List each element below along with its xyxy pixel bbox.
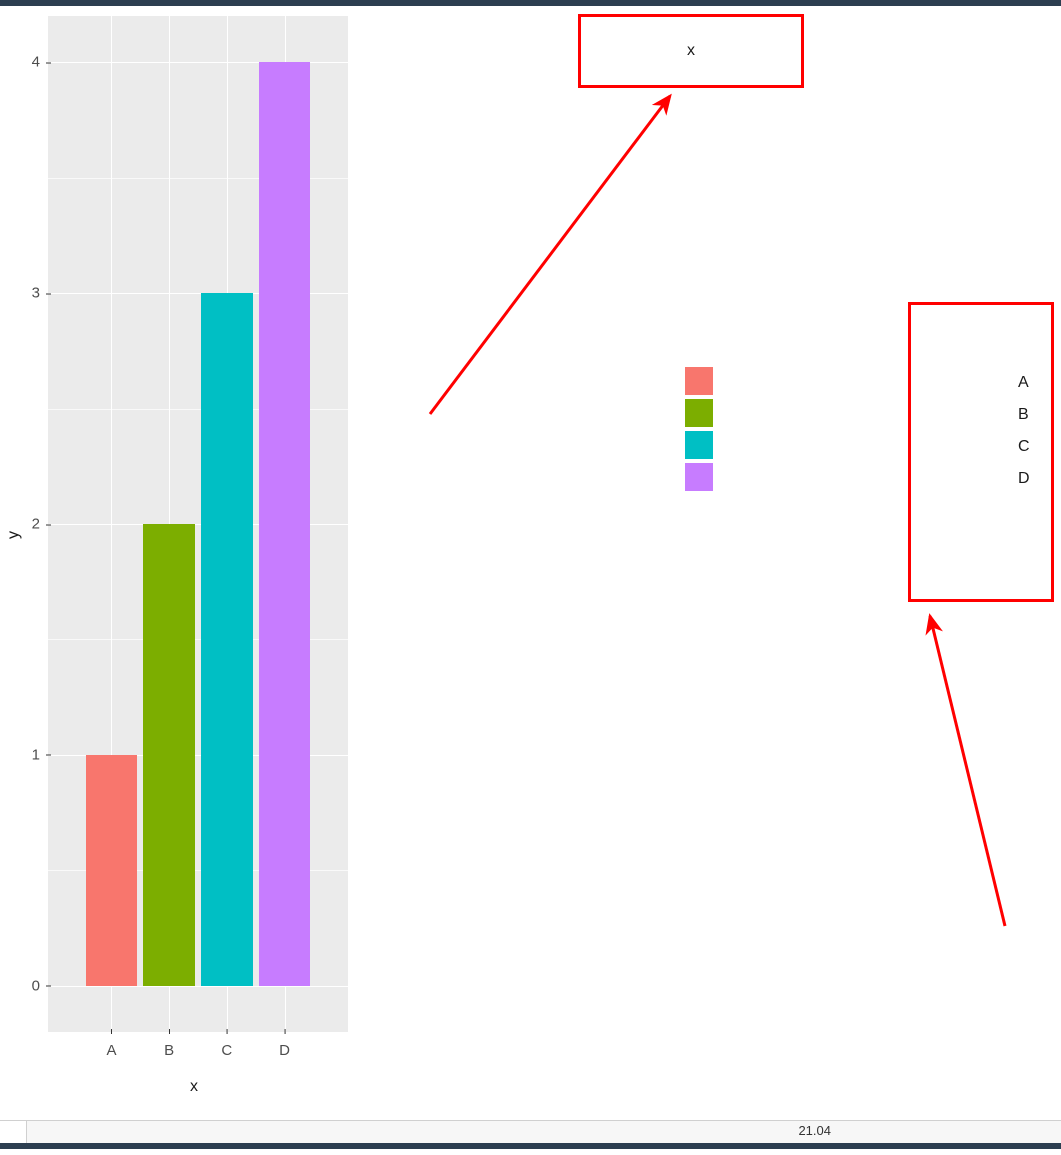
- x-axis-label: x: [190, 1078, 198, 1096]
- legend-swatch: [685, 431, 713, 459]
- legend-swatch: [685, 367, 713, 395]
- legend-swatch: [685, 463, 713, 491]
- bar: [259, 62, 311, 986]
- legend-label: B: [1018, 406, 1029, 424]
- annotation-arrow: [430, 96, 670, 414]
- legend-title-callout-box: x: [578, 14, 804, 88]
- x-tick-label: B: [164, 1032, 174, 1059]
- legend-label: C: [1018, 438, 1030, 456]
- x-tick-label: D: [279, 1032, 290, 1059]
- bar: [143, 524, 195, 986]
- legend-label: D: [1018, 470, 1030, 488]
- gridline-horizontal: [48, 986, 348, 987]
- x-tick-label: A: [106, 1032, 116, 1059]
- legend-title: x: [687, 42, 695, 60]
- y-axis-label: y: [5, 531, 23, 539]
- legend-swatch: [685, 399, 713, 427]
- x-tick-label: C: [221, 1032, 232, 1059]
- y-tick-label: 2: [32, 516, 48, 533]
- bar: [86, 755, 138, 986]
- y-tick-label: 4: [32, 54, 48, 71]
- status-bar-text: 21.04: [798, 1123, 831, 1138]
- status-bar-left-cell: [0, 1121, 27, 1143]
- bar-chart-panel: 01234ABCD: [48, 16, 348, 1032]
- status-bar: 21.04: [0, 1120, 1061, 1143]
- y-tick-label: 0: [32, 977, 48, 994]
- annotation-arrow: [930, 616, 1005, 926]
- legend-label: A: [1018, 374, 1029, 392]
- bar: [201, 293, 253, 986]
- legend-labels-callout-box: [908, 302, 1054, 602]
- y-tick-label: 3: [32, 285, 48, 302]
- y-tick-label: 1: [32, 746, 48, 763]
